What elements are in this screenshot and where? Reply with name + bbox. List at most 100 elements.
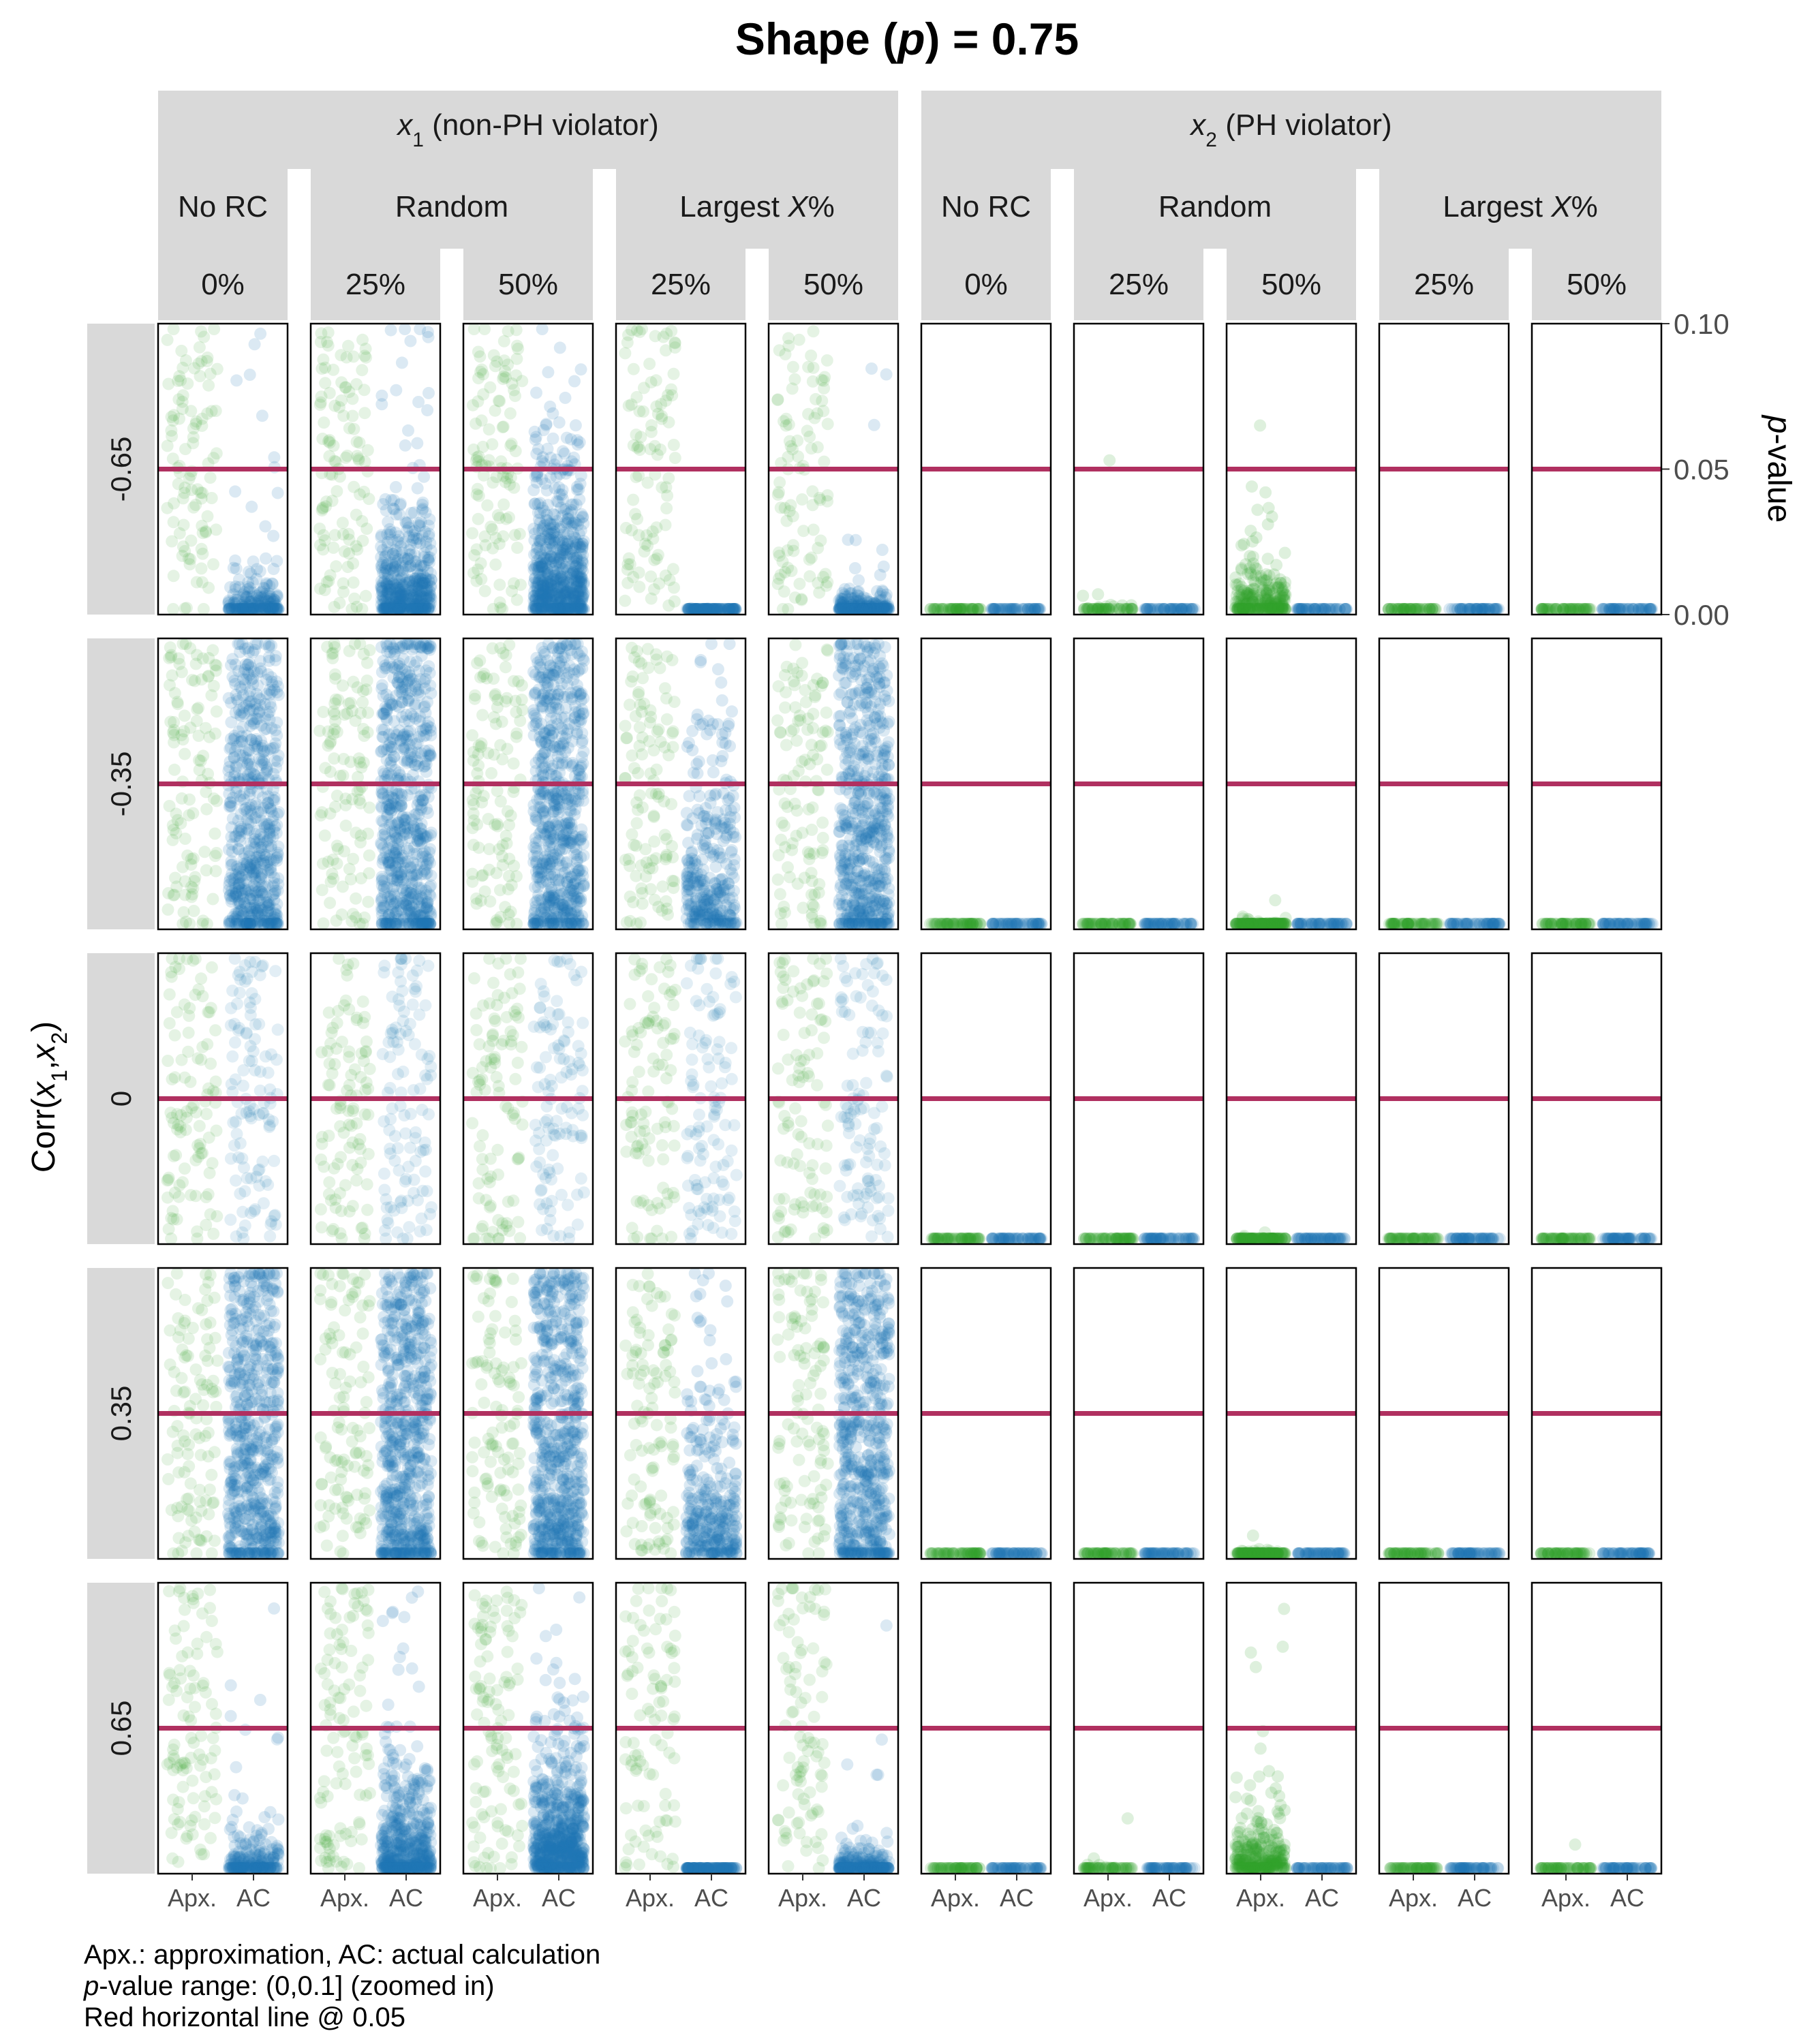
actual-point (393, 536, 405, 548)
actual-point (384, 852, 397, 864)
actual-point (375, 398, 388, 410)
actual-point (416, 649, 428, 662)
actual-point (418, 551, 431, 563)
actual-point (882, 598, 894, 610)
approx-point (514, 715, 526, 727)
approx-point (328, 705, 340, 717)
approx-point (492, 509, 504, 521)
approx-point (474, 350, 486, 362)
approx-point (330, 694, 342, 706)
approx-point (335, 349, 347, 361)
approx-point (470, 787, 482, 799)
approx-point (491, 916, 504, 928)
approx-point (631, 442, 643, 454)
actual-point (378, 708, 390, 720)
actual-point (403, 561, 415, 573)
actual-point (1488, 603, 1500, 615)
approx-point (467, 839, 480, 851)
actual-point (544, 471, 557, 484)
row-strip-label: 0.65 (105, 1701, 137, 1756)
approx-point (340, 820, 352, 832)
approx-point (1235, 592, 1248, 604)
actual-point (268, 854, 280, 867)
y-axis-title-rest: -value (1761, 433, 1797, 523)
approx-point (510, 695, 522, 707)
approx-point (178, 519, 190, 531)
approx-point (350, 509, 363, 521)
approx-point (323, 450, 335, 463)
actual-point (269, 918, 281, 930)
actual-point (381, 754, 393, 766)
actual-point (241, 814, 253, 826)
approx-point (491, 820, 504, 833)
approx-point (478, 668, 490, 680)
approx-point (496, 753, 508, 765)
actual-point (390, 918, 403, 930)
approx-point (316, 806, 328, 818)
approx-point (209, 659, 221, 671)
approx-point (516, 679, 528, 692)
approx-point (504, 478, 516, 491)
level-strip-label: 25% (651, 268, 711, 301)
approx-point (643, 358, 656, 370)
strategy-name-suffix: % (1571, 190, 1598, 223)
actual-point (224, 801, 236, 813)
approx-point (466, 868, 478, 880)
approx-point (660, 502, 673, 514)
approx-point (621, 337, 634, 349)
actual-point (264, 907, 277, 919)
approx-point (356, 535, 369, 547)
actual-point (393, 724, 405, 737)
approx-point (200, 786, 212, 798)
y-axis-tick-label: 0.05 (1674, 454, 1730, 486)
actual-point (390, 384, 402, 397)
approx-point (356, 603, 368, 615)
panel (921, 324, 1051, 615)
actual-point (880, 369, 893, 381)
approx-point (645, 593, 658, 605)
actual-point (422, 331, 435, 343)
actual-point (421, 867, 433, 880)
approx-point (784, 499, 797, 512)
panel (311, 323, 440, 615)
actual-point (415, 822, 427, 835)
approx-point (191, 715, 203, 727)
approx-point (194, 764, 206, 776)
actual-point (271, 675, 283, 687)
actual-point (226, 821, 238, 833)
actual-point (399, 323, 411, 335)
approx-point (636, 323, 648, 335)
strategy-strip-label: Random (1158, 190, 1272, 223)
actual-point (379, 562, 391, 574)
actual-point (375, 904, 388, 916)
approx-point (508, 577, 520, 589)
actual-point (561, 432, 573, 444)
approx-point (468, 323, 480, 335)
actual-point (384, 603, 397, 615)
panel-points (924, 603, 1046, 615)
approx-point (778, 415, 790, 427)
approx-point (504, 407, 517, 420)
approx-point (348, 423, 360, 435)
approx-point (324, 897, 336, 909)
actual-point (417, 918, 429, 930)
actual-point (852, 574, 865, 587)
panel (1379, 324, 1509, 615)
actual-point (253, 600, 266, 612)
actual-point (876, 544, 889, 556)
approx-point (185, 405, 197, 417)
approx-point (619, 347, 631, 359)
actual-point (386, 583, 399, 595)
approx-point (206, 893, 219, 905)
approx-point (653, 578, 665, 590)
approx-point (354, 707, 367, 719)
actual-point (256, 886, 268, 898)
approx-point (807, 375, 819, 388)
approx-point (178, 906, 190, 918)
actual-point (376, 871, 388, 883)
approx-point (510, 353, 523, 365)
approx-point (362, 896, 374, 908)
actual-point (401, 525, 413, 537)
approx-point (331, 790, 343, 802)
